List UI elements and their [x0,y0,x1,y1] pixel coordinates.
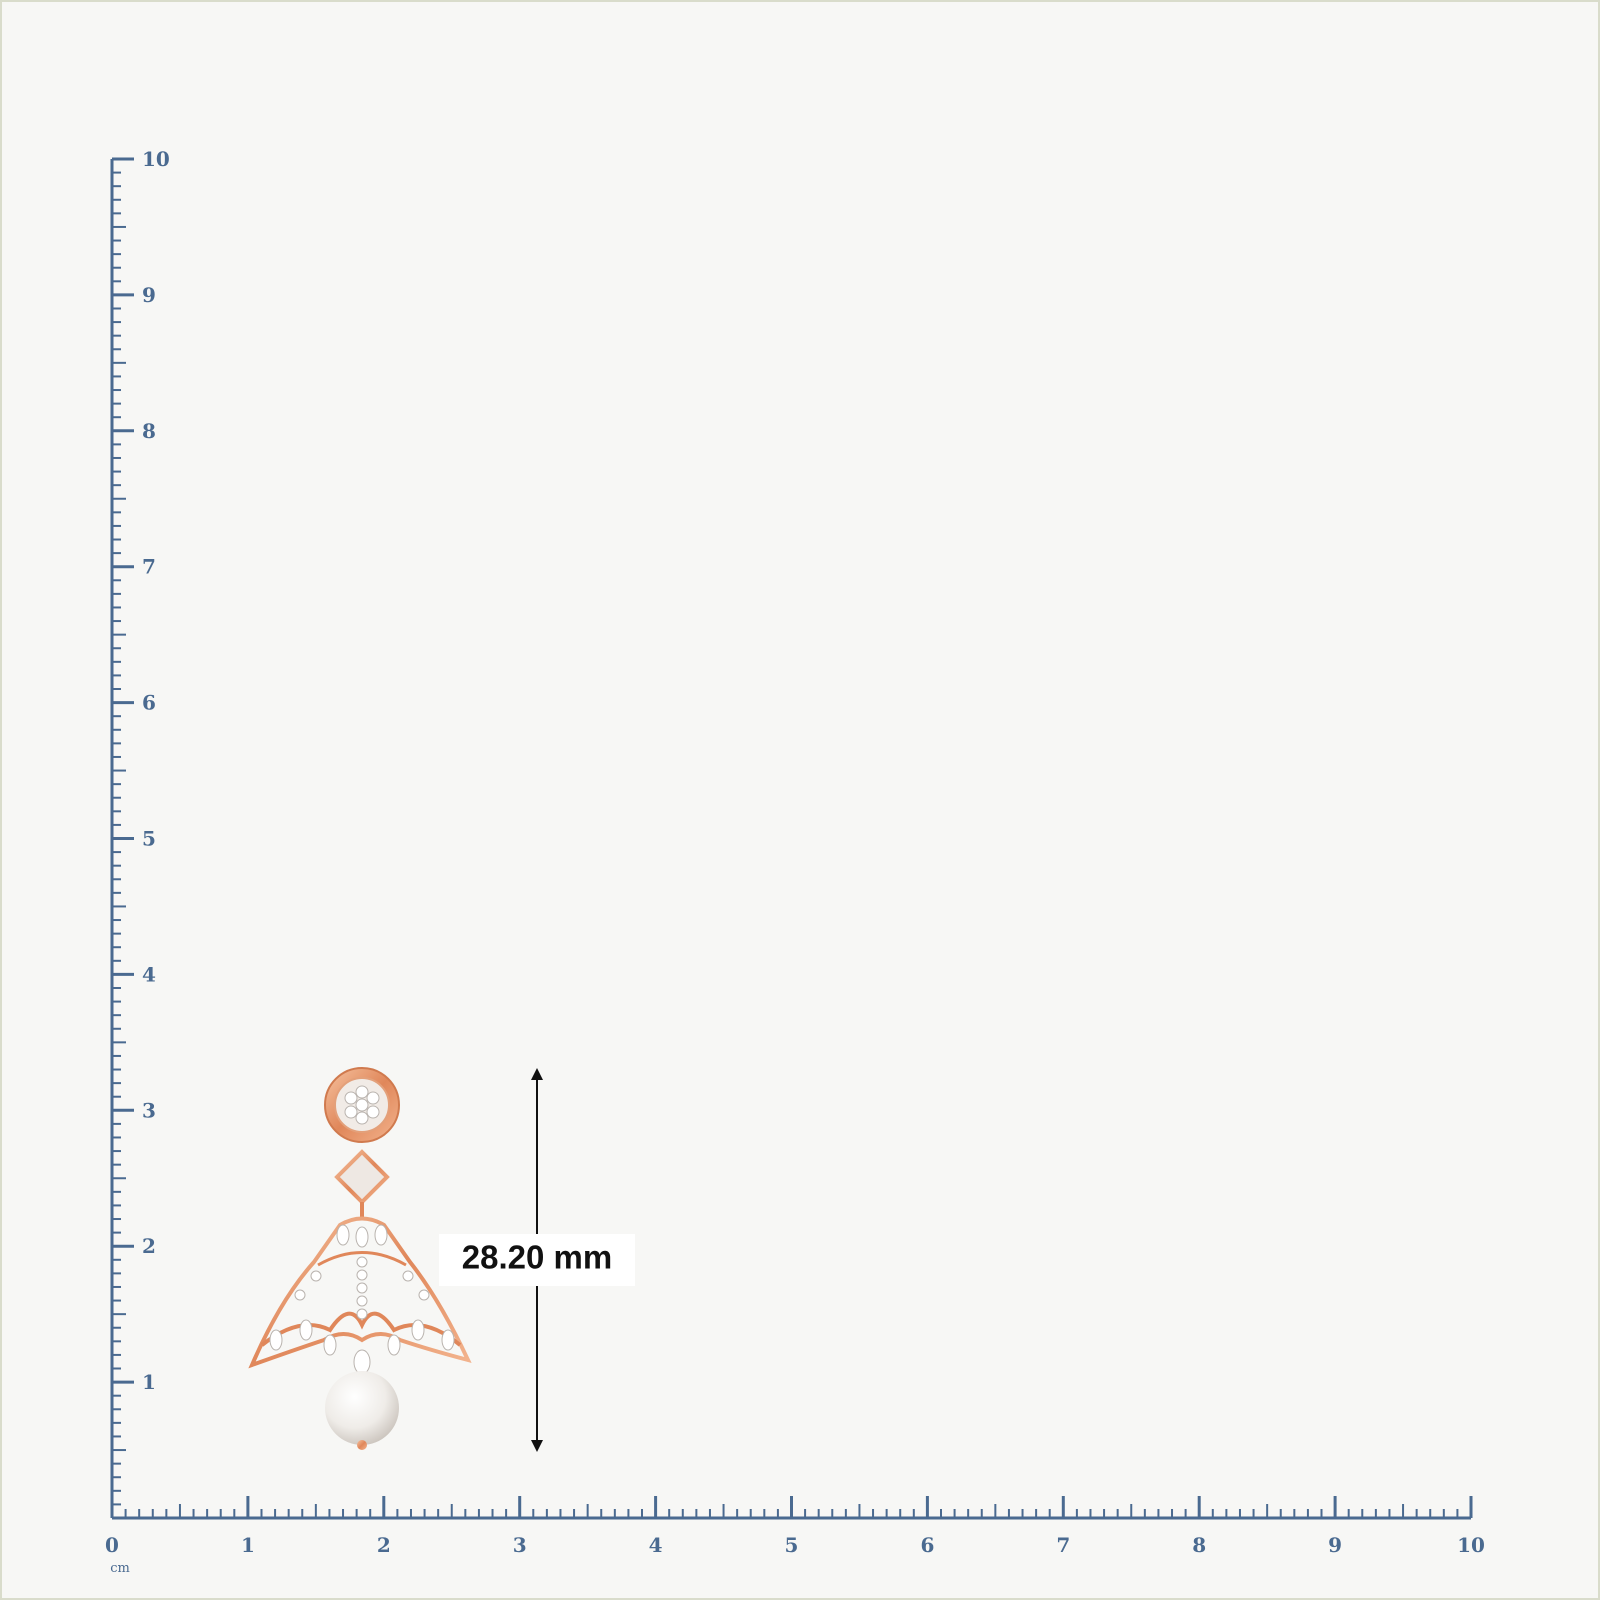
x-tick-label: 7 [1056,1533,1070,1557]
y-tick-label: 10 [142,147,170,171]
x-tick-label: 0 [105,1533,119,1557]
x-tick-label: 8 [1192,1533,1206,1557]
x-tick-label: 4 [649,1533,663,1557]
y-tick-label: 8 [142,419,156,443]
y-tick-label: 7 [142,555,156,579]
x-tick-label: 2 [377,1533,391,1557]
earring [248,1067,472,1450]
y-tick-label: 9 [142,283,156,307]
x-tick-label: 10 [1457,1533,1485,1557]
measurement-label: 28.20 mm [462,1239,612,1276]
y-tick-label: 2 [142,1234,156,1258]
unit-label: cm [110,1561,130,1576]
y-tick-label: 4 [142,962,156,986]
y-tick-label: 6 [142,691,156,715]
rulers: 0 1 2 3 4 5 6 7 8 9 10 1 2 3 4 5 6 7 8 9 10 [105,147,1485,1557]
x-tick-label: 1 [241,1533,255,1557]
measurement-box [439,1234,635,1286]
y-tick-label: 5 [142,827,156,851]
x-tick-label: 3 [513,1533,527,1557]
x-tick-label: 6 [920,1533,934,1557]
x-tick-label: 9 [1328,1533,1342,1557]
x-tick-label: 5 [785,1533,799,1557]
y-tick-label: 1 [142,1370,156,1394]
y-tick-label: 3 [142,1098,156,1122]
